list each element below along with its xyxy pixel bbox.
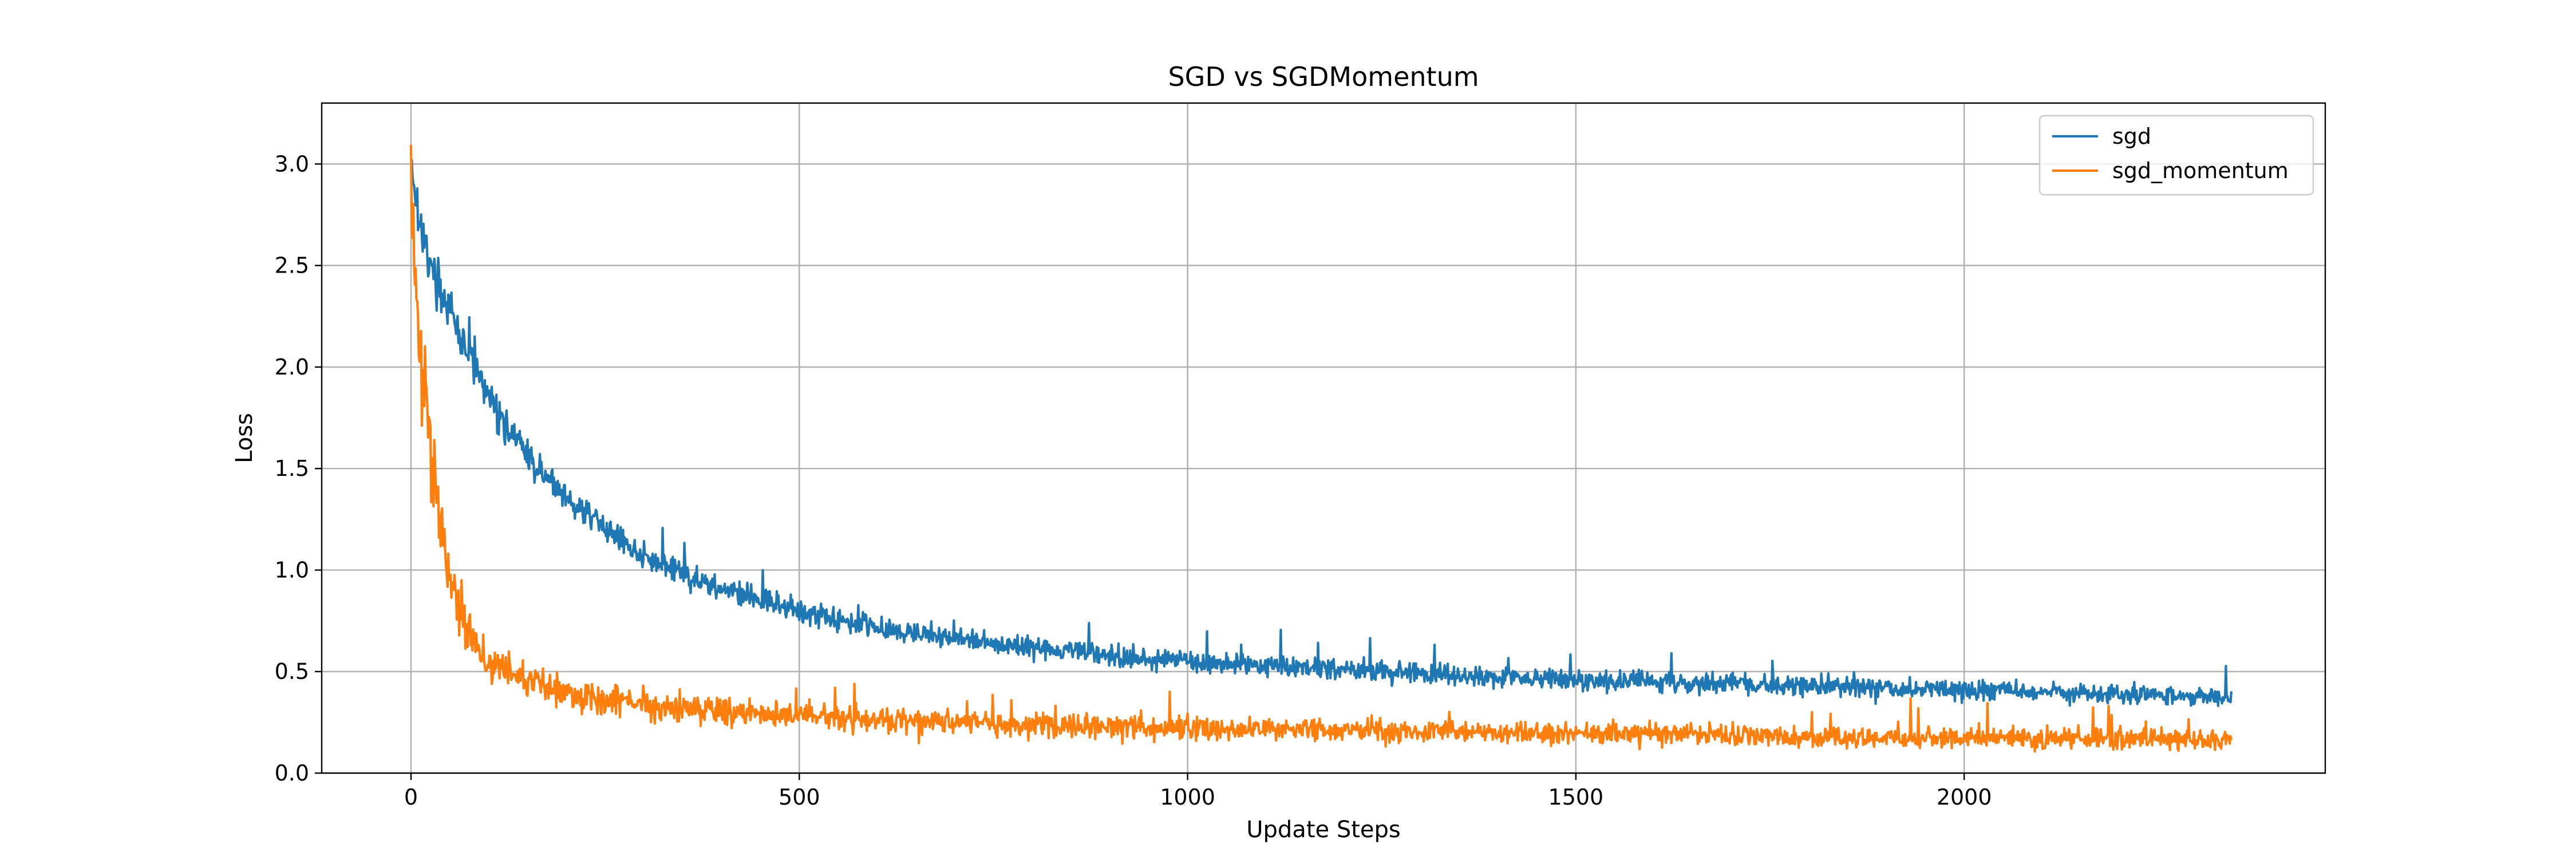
x-tick-label: 1500 <box>1548 785 1604 810</box>
y-tick-label: 1.5 <box>275 456 309 481</box>
series-line-sgd <box>410 158 2233 707</box>
y-tick-label: 2.0 <box>275 354 309 380</box>
y-tick-label: 1.0 <box>275 557 309 582</box>
axis-ticks: 0 500 1000 1500 2000 0.0 0.5 1.0 1.5 2.0 2.5 3.0 <box>275 151 1992 810</box>
y-tick-label: 3.0 <box>275 151 309 176</box>
x-tick-label: 2000 <box>1937 785 1992 810</box>
y-tick-label: 0.5 <box>275 659 309 684</box>
legend-label-sgd-momentum: sgd_momentum <box>2112 158 2289 183</box>
legend-label-sgd: sgd <box>2112 124 2151 149</box>
plot-frame <box>321 102 2326 774</box>
series-layer <box>409 144 2233 753</box>
legend: sgd sgd_momentum <box>2038 115 2314 196</box>
x-axis-label: Update Steps <box>1246 817 1401 843</box>
x-tick-label: 0 <box>404 785 418 810</box>
x-tick-label: 500 <box>779 785 820 810</box>
y-axis-label: Loss <box>231 413 258 463</box>
x-tick-label: 1000 <box>1160 785 1215 810</box>
legend-box <box>2038 115 2314 196</box>
chart-title: SGD vs SGDMomentum <box>1168 61 1479 92</box>
series-line-sgd-momentum <box>409 144 2233 753</box>
y-tick-label: 0.0 <box>275 761 309 786</box>
y-tick-label: 2.5 <box>275 253 309 278</box>
